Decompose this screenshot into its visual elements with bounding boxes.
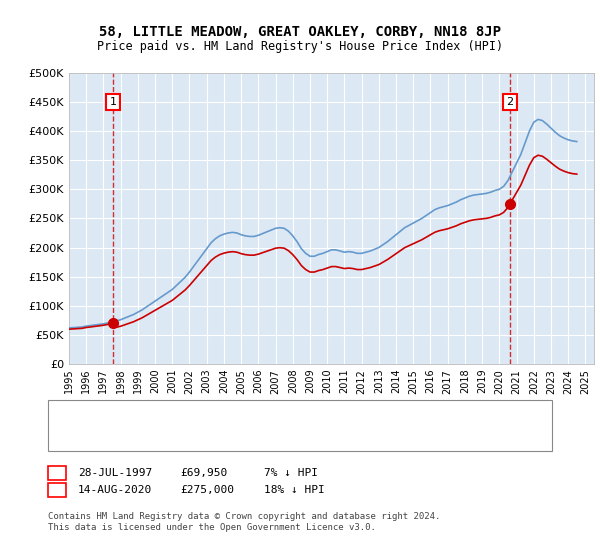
Text: ────: ──── [60, 401, 90, 414]
Text: 58, LITTLE MEADOW, GREAT OAKLEY, CORBY, NN18 8JP (detached house): 58, LITTLE MEADOW, GREAT OAKLEY, CORBY, … [105, 403, 511, 413]
Text: Contains HM Land Registry data © Crown copyright and database right 2024.
This d: Contains HM Land Registry data © Crown c… [48, 512, 440, 532]
Text: 1: 1 [53, 468, 61, 478]
Text: 7% ↓ HPI: 7% ↓ HPI [264, 468, 318, 478]
Text: ────: ──── [60, 437, 90, 450]
Text: 14-AUG-2020: 14-AUG-2020 [78, 485, 152, 495]
Text: £69,950: £69,950 [180, 468, 227, 478]
Text: 2: 2 [53, 485, 61, 495]
Text: 2: 2 [506, 97, 514, 107]
Text: 18% ↓ HPI: 18% ↓ HPI [264, 485, 325, 495]
Text: £275,000: £275,000 [180, 485, 234, 495]
Text: 28-JUL-1997: 28-JUL-1997 [78, 468, 152, 478]
Text: 1: 1 [110, 97, 117, 107]
Text: HPI: Average price, detached house, North Northamptonshire: HPI: Average price, detached house, Nort… [105, 438, 467, 449]
Text: 58, LITTLE MEADOW, GREAT OAKLEY, CORBY, NN18 8JP: 58, LITTLE MEADOW, GREAT OAKLEY, CORBY, … [99, 25, 501, 39]
Text: Price paid vs. HM Land Registry's House Price Index (HPI): Price paid vs. HM Land Registry's House … [97, 40, 503, 53]
